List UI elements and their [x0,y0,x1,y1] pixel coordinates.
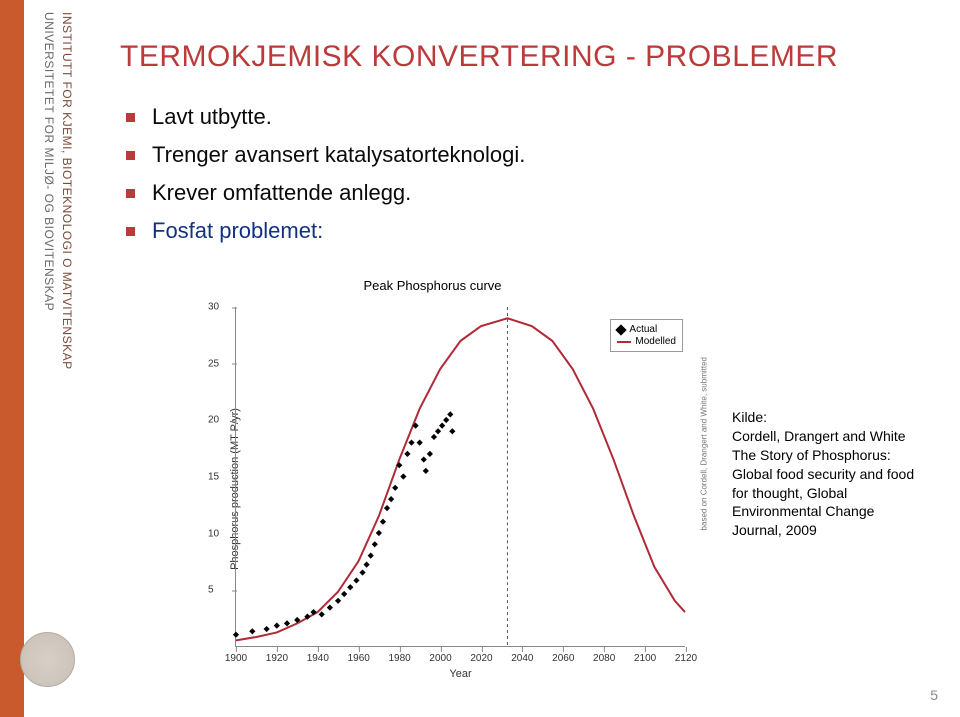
source-line: for thought, Global [732,484,942,503]
slide-title: TERMOKJEMISK KONVERTERING - PROBLEMER [120,40,940,74]
bullet-item: Fosfat problemet: [126,218,940,244]
x-tick: 1980 [389,653,411,664]
bullet-list: Lavt utbytte. Trenger avansert katalysat… [126,104,940,244]
source-line: Environmental Change [732,502,942,521]
y-tick: 30 [208,302,219,313]
chart-svg [236,307,685,646]
source-line: The Story of Phosphorus: [732,446,942,465]
source-line: Journal, 2009 [732,521,942,540]
x-tick: 2000 [429,653,451,664]
y-tick: 20 [208,415,219,426]
page-number: 5 [930,687,938,703]
x-tick: 2120 [675,653,697,664]
y-tick: 10 [208,528,219,539]
university-label: UNIVERSITETET FOR MILJØ- OG BIOVITENSKAP [42,12,56,311]
y-tick: 25 [208,358,219,369]
x-tick: 2060 [552,653,574,664]
legend-item-modelled: Modelled [617,336,676,347]
line-marker-icon [617,341,631,343]
diamond-marker-icon [616,324,627,335]
accent-strip [0,0,24,717]
legend-item-actual: Actual [617,324,676,335]
x-tick: 1900 [225,653,247,664]
source-line: Global food security and food [732,465,942,484]
chart-attribution: based on Cordell, Drangert and White, su… [699,357,708,530]
x-tick: 1940 [307,653,329,664]
source-line: Cordell, Drangert and White [732,427,942,446]
chart-title: Peak Phosphorus curve [155,278,710,293]
bullet-item: Lavt utbytte. [126,104,940,130]
bullet-item: Krever omfattende anlegg. [126,180,940,206]
legend: Actual Modelled [610,319,683,352]
x-tick: 1960 [348,653,370,664]
institute-label: INSTITUTT FOR KJEMI, BIOTEKNOLOGI O MATV… [60,12,74,370]
axes: Actual Modelled based on Cordell, Drange… [235,307,685,647]
sidebar: INSTITUTT FOR KJEMI, BIOTEKNOLOGI O MATV… [0,0,90,717]
university-seal-icon [20,632,75,687]
x-axis-label: Year [449,668,471,680]
x-tick: 2040 [511,653,533,664]
x-tick: 2100 [634,653,656,664]
x-tick: 1920 [266,653,288,664]
source-heading: Kilde: [732,408,942,427]
y-tick: 5 [208,585,214,596]
y-tick: 15 [208,472,219,483]
plot-region: Phosphorus production (MT P/yr) Actual M… [200,299,710,679]
x-tick: 2020 [470,653,492,664]
source-citation: Kilde: Cordell, Drangert and White The S… [732,408,942,540]
vertical-labels: INSTITUTT FOR KJEMI, BIOTEKNOLOGI O MATV… [26,12,86,512]
x-tick: 2080 [593,653,615,664]
phosphorus-chart: Peak Phosphorus curve Phosphorus product… [155,278,710,698]
slide-content: TERMOKJEMISK KONVERTERING - PROBLEMER La… [120,40,940,256]
bullet-item: Trenger avansert katalysatorteknologi. [126,142,940,168]
